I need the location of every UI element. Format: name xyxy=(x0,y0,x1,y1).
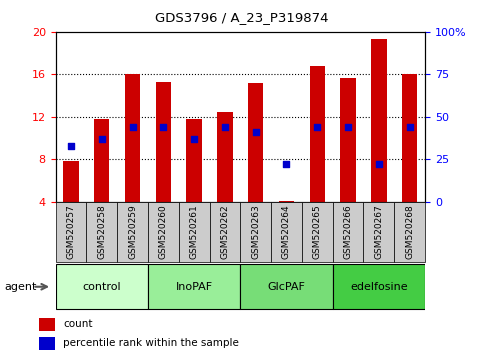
Bar xyxy=(217,112,233,202)
Text: edelfosine: edelfosine xyxy=(350,282,408,292)
Point xyxy=(98,136,106,142)
Point xyxy=(252,129,259,135)
Point xyxy=(67,143,75,149)
Bar xyxy=(402,74,417,202)
Point xyxy=(159,124,167,130)
Text: GSM520266: GSM520266 xyxy=(343,205,353,259)
Point xyxy=(128,124,136,130)
Point xyxy=(375,161,383,167)
Text: GSM520260: GSM520260 xyxy=(159,205,168,259)
Bar xyxy=(310,66,325,202)
Text: count: count xyxy=(63,319,92,329)
Text: GSM520257: GSM520257 xyxy=(67,205,75,259)
Point xyxy=(313,124,321,130)
FancyBboxPatch shape xyxy=(271,202,302,262)
Text: percentile rank within the sample: percentile rank within the sample xyxy=(63,338,239,348)
FancyBboxPatch shape xyxy=(394,202,425,262)
Bar xyxy=(39,337,55,350)
Text: GSM520268: GSM520268 xyxy=(405,205,414,259)
FancyBboxPatch shape xyxy=(240,264,333,309)
Text: GSM520261: GSM520261 xyxy=(190,205,199,259)
Bar xyxy=(125,74,140,202)
FancyBboxPatch shape xyxy=(179,202,210,262)
Text: GlcPAF: GlcPAF xyxy=(268,282,305,292)
Text: control: control xyxy=(83,282,121,292)
Text: GDS3796 / A_23_P319874: GDS3796 / A_23_P319874 xyxy=(155,11,328,24)
Text: GSM520263: GSM520263 xyxy=(251,205,260,259)
Point xyxy=(406,124,413,130)
Point xyxy=(221,124,229,130)
FancyBboxPatch shape xyxy=(333,264,425,309)
Bar xyxy=(156,82,171,202)
Bar xyxy=(371,39,386,202)
Text: GSM520267: GSM520267 xyxy=(374,205,384,259)
Bar xyxy=(248,83,263,202)
Point xyxy=(344,124,352,130)
Text: agent: agent xyxy=(5,282,37,292)
Point xyxy=(283,161,290,167)
Text: GSM520264: GSM520264 xyxy=(282,205,291,259)
Text: GSM520259: GSM520259 xyxy=(128,205,137,259)
FancyBboxPatch shape xyxy=(240,202,271,262)
Bar xyxy=(39,318,55,331)
FancyBboxPatch shape xyxy=(86,202,117,262)
Bar xyxy=(63,161,79,202)
Text: GSM520262: GSM520262 xyxy=(220,205,229,259)
FancyBboxPatch shape xyxy=(364,202,394,262)
Bar xyxy=(186,119,202,202)
Bar xyxy=(94,119,110,202)
Bar xyxy=(341,78,356,202)
FancyBboxPatch shape xyxy=(56,202,86,262)
Text: GSM520258: GSM520258 xyxy=(97,205,106,259)
Point xyxy=(190,136,198,142)
FancyBboxPatch shape xyxy=(302,202,333,262)
FancyBboxPatch shape xyxy=(210,202,240,262)
Text: GSM520265: GSM520265 xyxy=(313,205,322,259)
FancyBboxPatch shape xyxy=(148,202,179,262)
FancyBboxPatch shape xyxy=(148,264,240,309)
FancyBboxPatch shape xyxy=(333,202,364,262)
FancyBboxPatch shape xyxy=(56,264,148,309)
Bar xyxy=(279,201,294,202)
FancyBboxPatch shape xyxy=(117,202,148,262)
Text: InoPAF: InoPAF xyxy=(175,282,213,292)
